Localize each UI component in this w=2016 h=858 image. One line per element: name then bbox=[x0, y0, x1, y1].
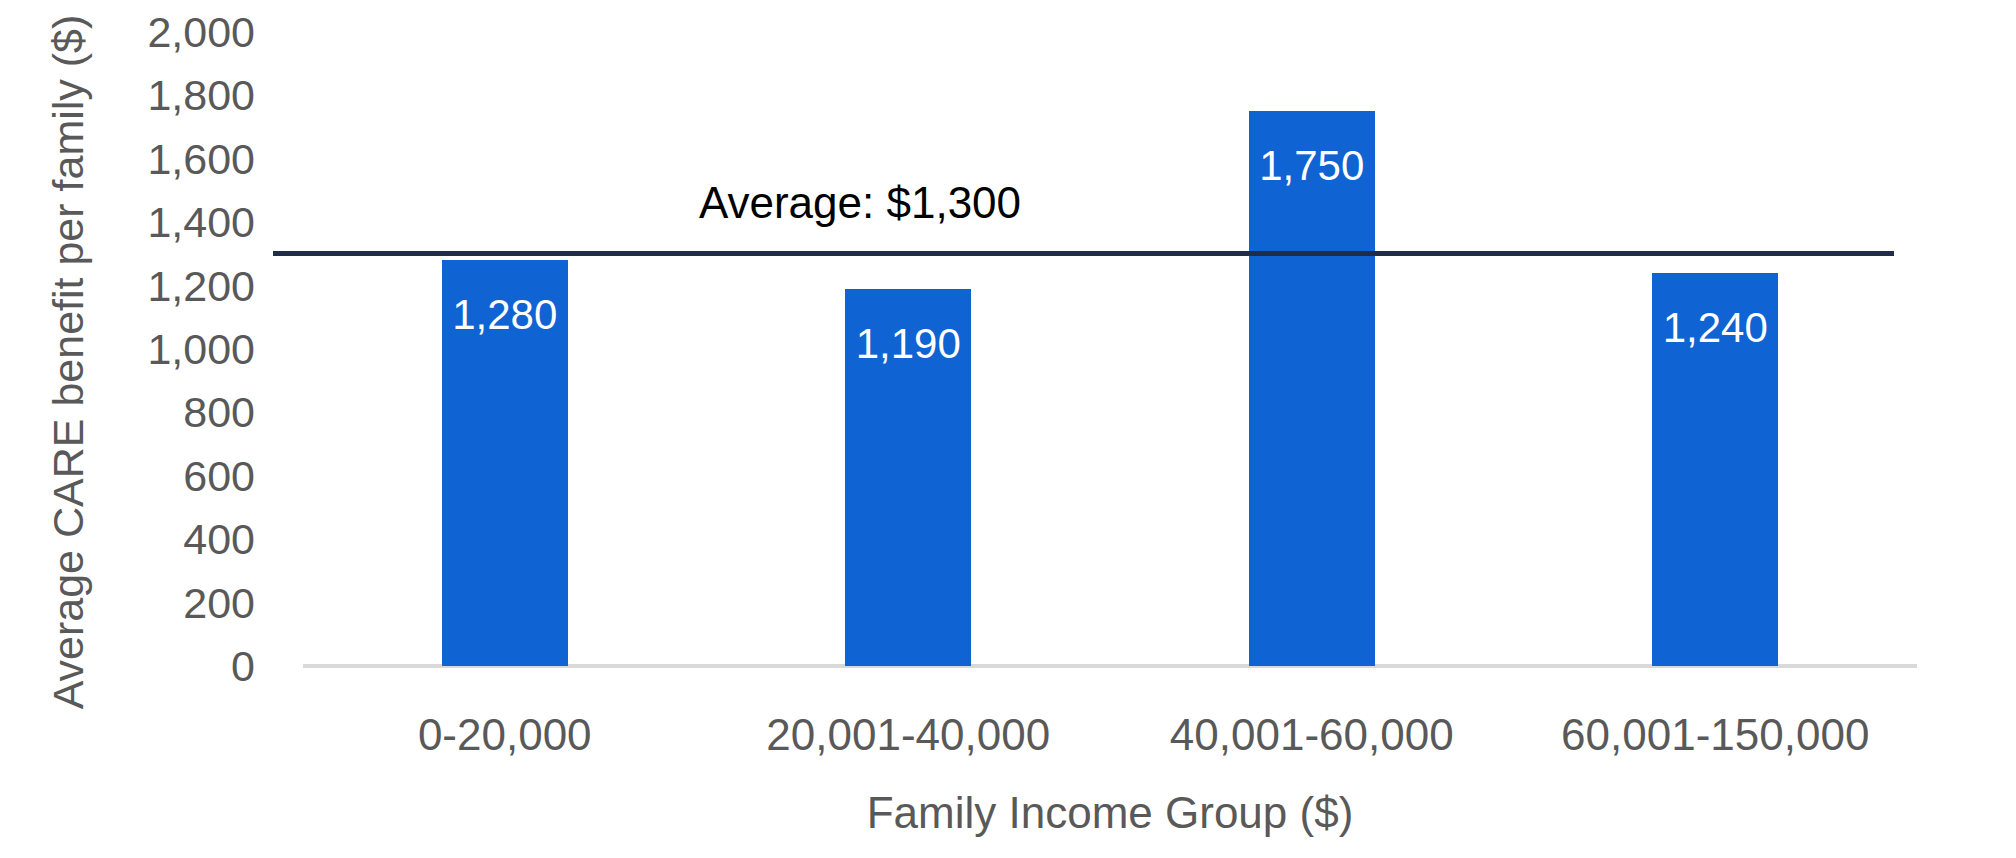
x-axis-title: Family Income Group ($) bbox=[867, 788, 1354, 838]
average-line bbox=[273, 251, 1894, 256]
y-tick-label: 600 bbox=[40, 455, 255, 498]
y-tick-label: 1,800 bbox=[40, 74, 255, 117]
bar-chart: Average CARE benefit per family ($) 0200… bbox=[0, 0, 2016, 858]
bar: 1,240 bbox=[1652, 273, 1778, 666]
average-annotation: Average: $1,300 bbox=[699, 179, 1021, 227]
x-category-label: 40,001-60,000 bbox=[1102, 710, 1522, 760]
bar: 1,750 bbox=[1249, 111, 1375, 666]
bar-value-label: 1,750 bbox=[1249, 143, 1375, 189]
bar-value-label: 1,190 bbox=[845, 321, 971, 367]
bar-value-label: 1,280 bbox=[442, 292, 568, 338]
plot-area: 1,280 1,190 1,750 1,240 Average: $1,300 bbox=[303, 32, 1917, 666]
y-tick-label: 800 bbox=[40, 391, 255, 434]
y-tick-label: 1,600 bbox=[40, 138, 255, 181]
bar: 1,190 bbox=[845, 289, 971, 666]
x-category-label: 0-20,000 bbox=[295, 710, 715, 760]
y-tick-label: 1,400 bbox=[40, 201, 255, 244]
y-tick-label: 1,200 bbox=[40, 265, 255, 308]
bar-value-label: 1,240 bbox=[1652, 305, 1778, 351]
bar: 1,280 bbox=[442, 260, 568, 666]
y-tick-label: 1,000 bbox=[40, 328, 255, 371]
x-category-label: 60,001-150,000 bbox=[1505, 710, 1925, 760]
x-category-label: 20,001-40,000 bbox=[698, 710, 1118, 760]
y-tick-label: 200 bbox=[40, 582, 255, 625]
y-tick-label: 2,000 bbox=[40, 11, 255, 54]
y-tick-label: 0 bbox=[40, 645, 255, 688]
y-tick-label: 400 bbox=[40, 518, 255, 561]
